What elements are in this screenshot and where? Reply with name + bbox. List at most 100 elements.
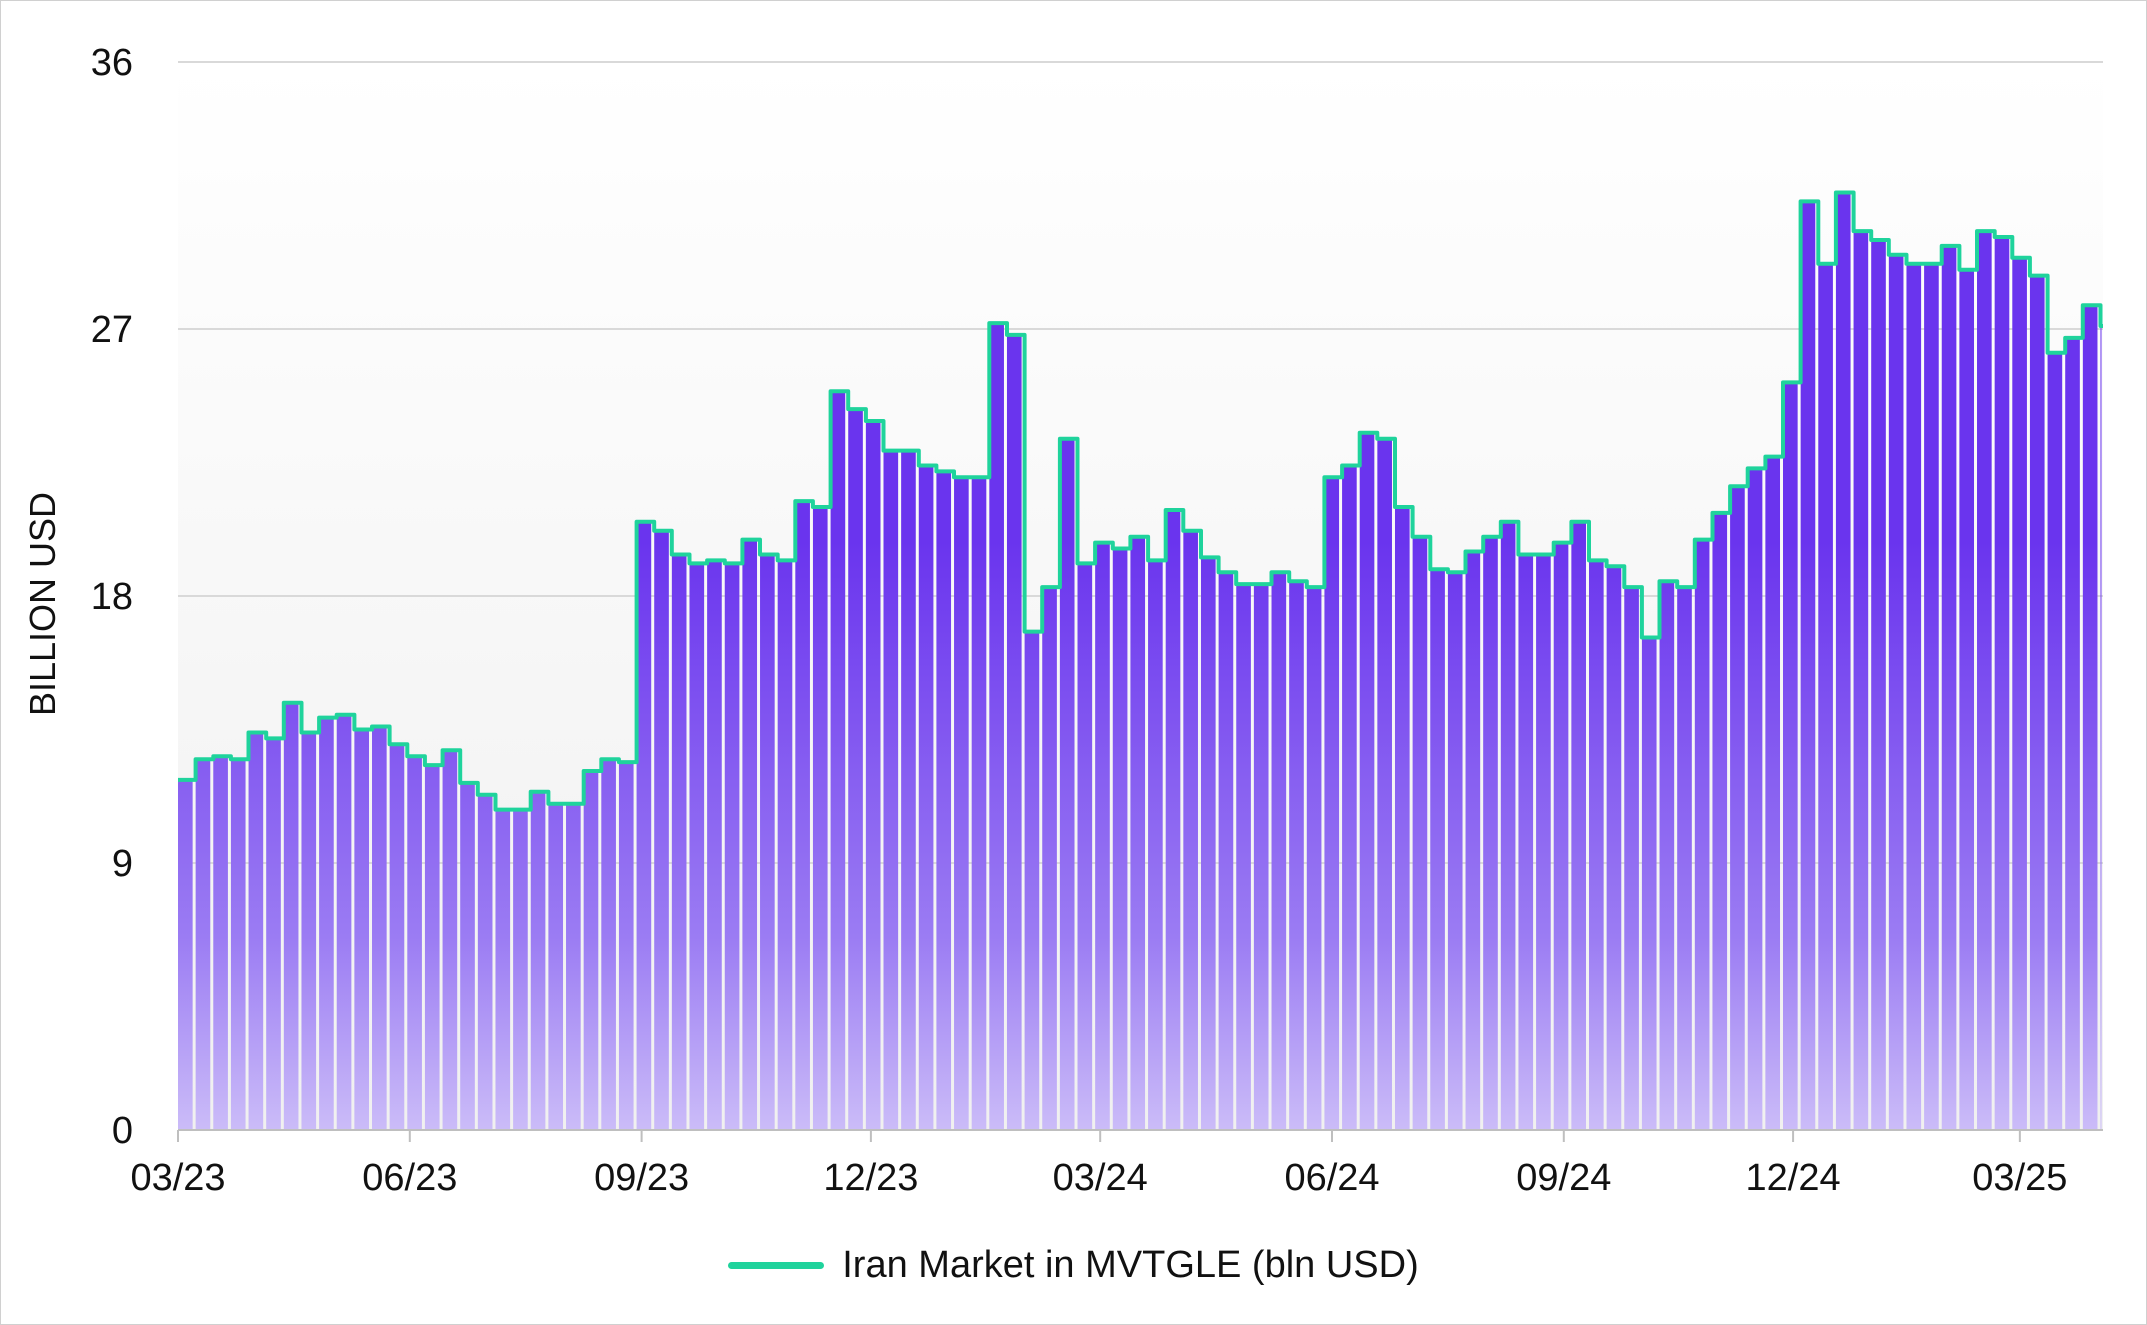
data-bar bbox=[1059, 438, 1075, 1130]
x-tick-label: 09/23 bbox=[594, 1157, 689, 1199]
data-bar bbox=[1377, 438, 1392, 1130]
data-bar bbox=[1641, 637, 1657, 1130]
data-bar bbox=[1818, 263, 1833, 1130]
data-bar bbox=[1765, 456, 1781, 1131]
data-bar bbox=[1730, 486, 1745, 1130]
data-bar bbox=[1888, 254, 1904, 1131]
data-bar bbox=[1941, 245, 1957, 1130]
data-bar bbox=[319, 717, 334, 1130]
data-bar bbox=[1712, 512, 1728, 1130]
data-bar bbox=[1588, 560, 1604, 1130]
data-bar bbox=[707, 560, 722, 1130]
data-bar bbox=[2047, 352, 2063, 1130]
data-bar bbox=[724, 563, 740, 1130]
y-axis-title: BILLION USD bbox=[22, 492, 63, 716]
data-bar bbox=[1006, 334, 1022, 1130]
data-bar bbox=[1306, 587, 1322, 1130]
data-bar bbox=[1236, 584, 1251, 1130]
data-bar bbox=[1359, 432, 1375, 1130]
data-bar bbox=[266, 738, 281, 1130]
data-bar bbox=[1677, 587, 1692, 1130]
data-bar bbox=[1218, 572, 1234, 1130]
x-tick-label: 12/24 bbox=[1746, 1157, 1841, 1199]
data-bar bbox=[1430, 569, 1445, 1130]
data-bar bbox=[1112, 548, 1128, 1130]
y-tick-label: 36 bbox=[91, 42, 133, 84]
data-bar bbox=[336, 714, 352, 1130]
data-bar bbox=[795, 501, 810, 1131]
data-bar bbox=[354, 729, 370, 1130]
data-bar bbox=[424, 765, 440, 1130]
data-bar bbox=[1394, 507, 1410, 1130]
data-bar bbox=[1747, 468, 1763, 1130]
y-tick-label: 18 bbox=[91, 576, 133, 618]
data-bar bbox=[689, 563, 705, 1130]
data-bar bbox=[1342, 465, 1357, 1130]
data-bar bbox=[971, 477, 987, 1130]
data-bar bbox=[1148, 560, 1163, 1130]
series-line bbox=[178, 190, 2103, 812]
data-bar bbox=[848, 409, 863, 1131]
x-tick-label: 06/23 bbox=[362, 1157, 457, 1199]
data-bar bbox=[2100, 326, 2102, 1130]
data-bar bbox=[195, 759, 211, 1130]
data-bar bbox=[601, 759, 616, 1130]
data-bar bbox=[477, 794, 493, 1130]
data-bar bbox=[618, 762, 634, 1130]
data-bar bbox=[654, 530, 669, 1130]
data-bar bbox=[389, 744, 405, 1130]
legend-label: Iran Market in MVTGLE (bln USD) bbox=[842, 1243, 1419, 1286]
legend-swatch bbox=[728, 1261, 825, 1269]
data-bar bbox=[1024, 631, 1040, 1130]
data-bar bbox=[954, 477, 969, 1130]
x-tick-label: 03/23 bbox=[130, 1157, 225, 1199]
legend[interactable]: Iran Market in MVTGLE (bln USD) bbox=[0, 1240, 2147, 1290]
x-tick-label: 06/24 bbox=[1284, 1157, 1379, 1199]
data-bar bbox=[178, 779, 193, 1130]
y-tick-labels: 0 9 18 27 36 bbox=[91, 42, 133, 1152]
data-bar bbox=[495, 809, 511, 1130]
data-bar bbox=[777, 560, 793, 1130]
data-bar bbox=[2065, 337, 2080, 1130]
data-bar bbox=[2082, 305, 2098, 1130]
data-bar bbox=[1553, 542, 1569, 1130]
data-bar bbox=[1906, 263, 1922, 1130]
data-bar bbox=[1536, 554, 1551, 1130]
data-bar bbox=[812, 507, 828, 1130]
data-bar bbox=[1871, 240, 1886, 1130]
data-bar bbox=[213, 756, 228, 1130]
data-bar bbox=[1977, 231, 1992, 1131]
data-bar bbox=[1783, 382, 1798, 1130]
data-bar bbox=[1447, 572, 1463, 1130]
data-bar bbox=[1994, 237, 2010, 1131]
data-bar bbox=[248, 732, 264, 1130]
data-bar bbox=[1606, 566, 1622, 1130]
series-line-group bbox=[178, 190, 2103, 812]
data-bar bbox=[1165, 509, 1181, 1130]
data-bar bbox=[989, 323, 1004, 1131]
data-bar bbox=[901, 450, 916, 1131]
data-bar bbox=[1624, 587, 1639, 1130]
data-bar bbox=[2029, 275, 2045, 1131]
data-bar bbox=[1324, 477, 1340, 1130]
data-bar bbox=[513, 809, 528, 1130]
data-bar bbox=[283, 702, 299, 1130]
data-bar bbox=[2012, 257, 2027, 1130]
data-bar bbox=[460, 782, 475, 1130]
x-axis bbox=[177, 1129, 2103, 1142]
data-bar bbox=[1042, 587, 1057, 1130]
data-bar bbox=[883, 450, 899, 1131]
data-bar bbox=[1694, 539, 1710, 1130]
x-tick-label: 09/24 bbox=[1516, 1157, 1611, 1199]
x-tick-labels: 03/23 06/23 09/23 12/23 03/24 06/24 09/24 12/24… bbox=[130, 1157, 2067, 1199]
data-bar bbox=[1130, 536, 1146, 1130]
data-bar bbox=[1500, 521, 1516, 1130]
data-bar bbox=[230, 759, 246, 1130]
data-bar bbox=[1077, 563, 1093, 1130]
x-tick-label: 03/25 bbox=[1972, 1157, 2067, 1199]
data-bar bbox=[760, 554, 775, 1130]
data-bar bbox=[1253, 584, 1269, 1130]
data-bar bbox=[830, 391, 846, 1130]
y-tick-label: 27 bbox=[91, 309, 133, 351]
